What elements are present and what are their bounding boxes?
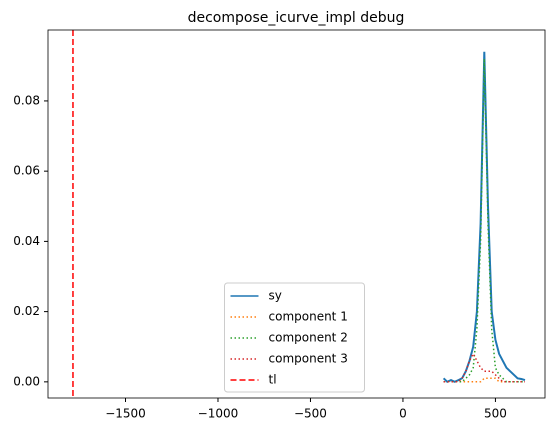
legend-label: tl — [269, 373, 277, 387]
y-tick-label: 0.00 — [13, 374, 40, 388]
y-tick-label: 0.08 — [13, 93, 40, 107]
y-tick-label: 0.02 — [13, 304, 40, 318]
y-tick-label: 0.04 — [13, 234, 40, 248]
legend-label: sy — [269, 289, 282, 303]
legend-box — [224, 282, 365, 393]
x-tick-label: −500 — [294, 407, 327, 421]
legend-label: component 1 — [269, 310, 348, 324]
series-line — [443, 58, 525, 383]
legend-label: component 3 — [269, 352, 348, 366]
x-tick-label: 0 — [399, 407, 407, 421]
y-tick-label: 0.06 — [13, 164, 40, 178]
series-line — [443, 352, 525, 383]
chart-title: decompose_icurve_impl debug — [188, 10, 405, 26]
x-tick-label: −1500 — [105, 407, 146, 421]
x-tick-label: 500 — [484, 407, 507, 421]
series-line — [442, 51, 526, 383]
x-tick-label: −1000 — [198, 407, 239, 421]
legend-label: component 2 — [269, 331, 348, 345]
axes-frame — [47, 29, 546, 399]
